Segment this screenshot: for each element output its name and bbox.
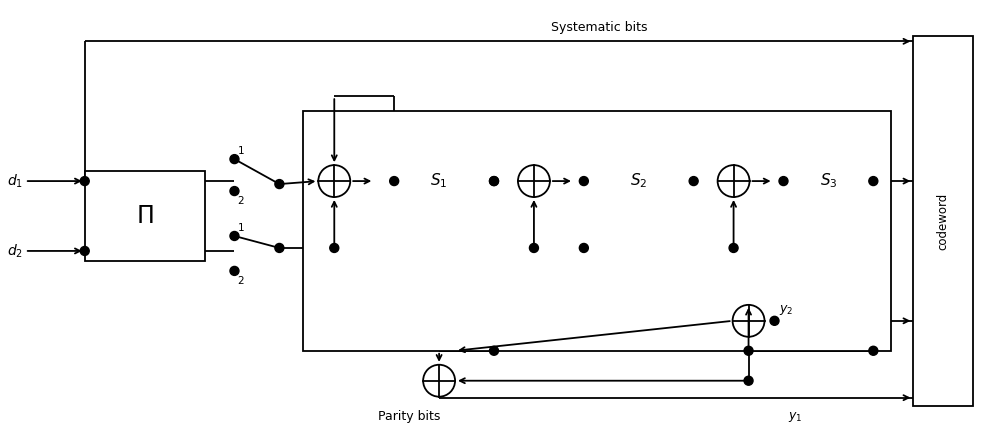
Text: 2: 2 [237,276,244,286]
Text: $S_3$: $S_3$ [820,172,837,191]
Circle shape [423,365,455,396]
Circle shape [389,176,399,186]
Circle shape [489,346,499,355]
Bar [303,111,891,351]
Circle shape [489,176,499,186]
Text: Systematic bits: Systematic bits [550,21,647,34]
Text: $\Pi$: $\Pi$ [136,204,153,228]
Circle shape [717,165,750,197]
Bar [85,171,205,261]
Circle shape [230,155,239,164]
Circle shape [230,232,239,240]
Text: 2: 2 [237,196,244,206]
Circle shape [579,176,588,186]
Circle shape [744,346,753,355]
Circle shape [530,244,538,252]
Text: $y_1$: $y_1$ [788,410,803,424]
Bar [913,36,973,406]
Circle shape [230,267,239,275]
Circle shape [318,165,351,197]
Text: $y_2$: $y_2$ [780,303,793,317]
Bar [374,141,504,221]
Text: $S_2$: $S_2$ [630,172,647,191]
Circle shape [729,244,738,252]
Circle shape [230,187,239,195]
Circle shape [80,247,89,255]
Circle shape [690,176,699,186]
Bar [574,141,703,221]
Text: 1: 1 [237,223,244,233]
Circle shape [579,244,588,252]
Text: $S_1$: $S_1$ [431,172,448,191]
Text: Parity bits: Parity bits [378,410,441,423]
Bar [774,141,883,221]
Circle shape [330,244,339,252]
Circle shape [489,176,499,186]
Circle shape [868,176,877,186]
Text: 1: 1 [237,146,244,156]
Circle shape [275,244,284,252]
Circle shape [518,165,550,197]
Text: $d_1$: $d_1$ [7,172,23,190]
Text: $d_2$: $d_2$ [7,242,23,259]
Circle shape [770,316,779,325]
Text: codeword: codeword [937,192,949,250]
Circle shape [732,305,765,337]
Circle shape [868,346,877,355]
Circle shape [744,376,753,385]
Circle shape [80,176,89,186]
Circle shape [779,176,788,186]
Circle shape [275,179,284,189]
